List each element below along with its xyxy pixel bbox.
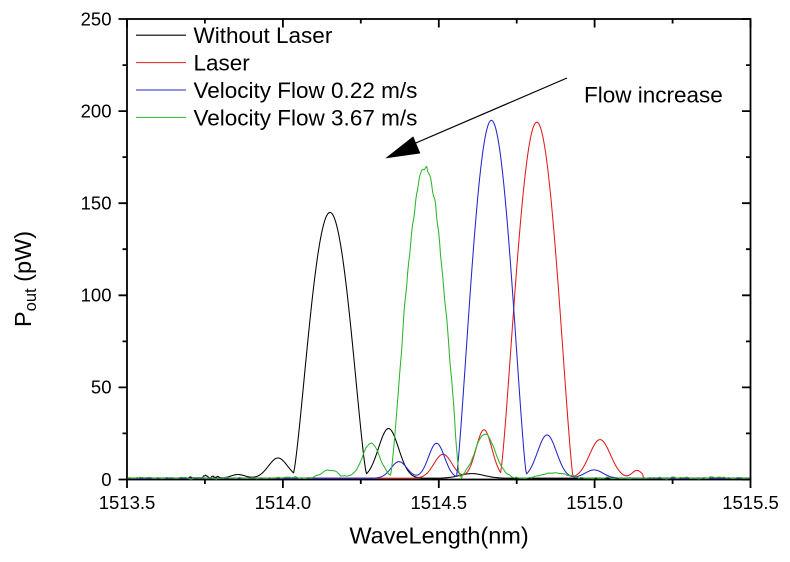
svg-text:250: 250 bbox=[81, 8, 112, 29]
svg-text:Flow increase: Flow increase bbox=[584, 83, 723, 108]
svg-text:Velocity Flow 0.22 m/s: Velocity Flow 0.22 m/s bbox=[194, 78, 418, 103]
svg-text:Laser: Laser bbox=[194, 51, 251, 76]
svg-text:0: 0 bbox=[101, 469, 111, 490]
svg-text:1514.5: 1514.5 bbox=[411, 492, 468, 513]
svg-text:200: 200 bbox=[81, 100, 112, 121]
svg-text:1515.0: 1515.0 bbox=[566, 492, 623, 513]
svg-text:Pout (pW): Pout (pW) bbox=[10, 231, 40, 327]
svg-text:1514.0: 1514.0 bbox=[255, 492, 312, 513]
svg-text:Velocity Flow 3.67 m/s: Velocity Flow 3.67 m/s bbox=[194, 105, 418, 130]
svg-text:100: 100 bbox=[81, 285, 112, 306]
svg-text:150: 150 bbox=[81, 193, 112, 214]
svg-text:WaveLength(nm): WaveLength(nm) bbox=[349, 523, 528, 549]
svg-text:50: 50 bbox=[91, 377, 112, 398]
svg-text:1515.5: 1515.5 bbox=[722, 492, 779, 513]
svg-text:Without Laser: Without Laser bbox=[194, 23, 333, 48]
svg-text:1513.5: 1513.5 bbox=[99, 492, 156, 513]
